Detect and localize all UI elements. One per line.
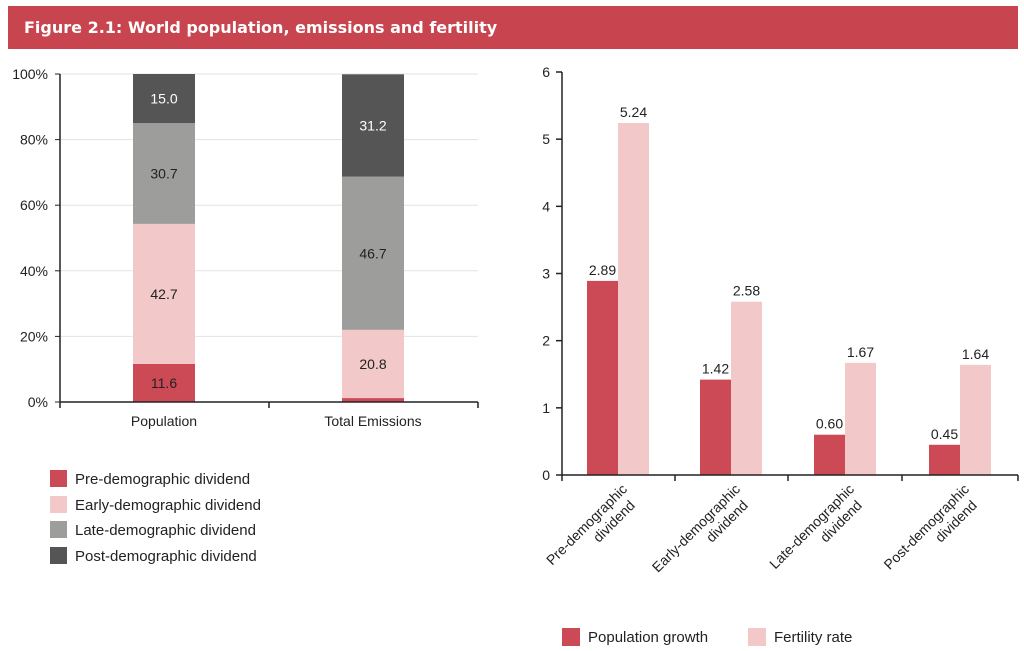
grouped-bar-fertility (845, 362, 876, 475)
stacked-bar-data-label: 11.6 (151, 375, 177, 391)
figure-title-bar: Figure 2.1: World population, emissions … (8, 6, 1018, 49)
legend-label-early: Early-demographic dividend (75, 497, 261, 514)
right-y-tick-label: 1 (542, 400, 550, 416)
stacked-bar-data-label: 20.8 (359, 356, 386, 372)
stacked-bar-segment (342, 74, 404, 177)
grouped-bar-data-label: 0.45 (931, 426, 958, 442)
legend-swatch-growth (562, 628, 580, 646)
stacked-bar-data-label: 30.7 (150, 166, 177, 182)
legend-swatch-post (50, 547, 67, 564)
stacked-bar-data-label: 42.7 (150, 286, 177, 302)
grouped-bar-growth (814, 434, 845, 475)
grouped-bar-data-label: 2.58 (733, 283, 760, 299)
stacked-bar-segment (133, 363, 195, 402)
grouped-bar-fertility (618, 123, 649, 476)
legend-label-late: Late-demographic dividend (75, 522, 256, 539)
legend-label-pre: Pre-demographic dividend (75, 471, 250, 488)
figure-title: Figure 2.1: World population, emissions … (24, 18, 498, 37)
grouped-bar-data-label: 5.24 (620, 104, 647, 120)
left-y-tick-label: 60% (20, 197, 48, 213)
stacked-bar-data-label: 15.0 (150, 91, 177, 107)
left-x-category-label: Total Emissions (324, 413, 421, 429)
left-y-tick-label: 100% (12, 66, 48, 82)
legend-label-post: Post-demographic dividend (75, 548, 257, 565)
legend-swatch-pre (50, 470, 67, 487)
stacked-bar-segment (342, 329, 404, 399)
right-y-tick-label: 0 (542, 467, 550, 483)
right-y-tick-label: 3 (542, 266, 550, 282)
stacked-bar-segment (133, 74, 195, 124)
grouped-bar-fertility (960, 364, 991, 475)
left-y-tick-label: 20% (20, 328, 48, 344)
left-y-tick-label: 0% (28, 394, 48, 410)
grouped-bar-growth (587, 280, 618, 475)
legend-label-fertility: Fertility rate (774, 629, 852, 646)
grouped-bar-data-label: 0.60 (816, 416, 843, 432)
stacked-bar-data-label: 46.7 (359, 245, 386, 261)
grouped-bar-data-label: 1.42 (702, 361, 729, 377)
stacked-bar-data-label: 31.2 (359, 117, 386, 133)
right-y-tick-label: 6 (542, 64, 550, 80)
left-x-category-label: Population (131, 413, 197, 429)
right-y-tick-label: 4 (542, 198, 550, 214)
grouped-bar-growth (929, 444, 960, 475)
right-y-tick-label: 2 (542, 333, 550, 349)
legend-label-growth: Population growth (588, 629, 708, 646)
right-y-tick-label: 5 (542, 131, 550, 147)
grouped-bar-data-label: 2.89 (589, 262, 616, 278)
legend-swatch-early (50, 496, 67, 513)
legend-swatch-late (50, 521, 67, 538)
stacked-bar-segment (342, 176, 404, 330)
grouped-bar-growth (700, 379, 731, 475)
legend-swatch-fertility (748, 628, 766, 646)
stacked-bar-segment (342, 398, 404, 402)
grouped-bar-fertility (731, 301, 762, 475)
stacked-bar-segment (133, 123, 195, 224)
left-y-tick-label: 40% (20, 263, 48, 279)
stacked-bar-segment (133, 223, 195, 364)
grouped-bar-data-label: 1.67 (847, 344, 874, 360)
left-y-tick-label: 80% (20, 132, 48, 148)
grouped-bar-data-label: 1.64 (962, 346, 989, 362)
